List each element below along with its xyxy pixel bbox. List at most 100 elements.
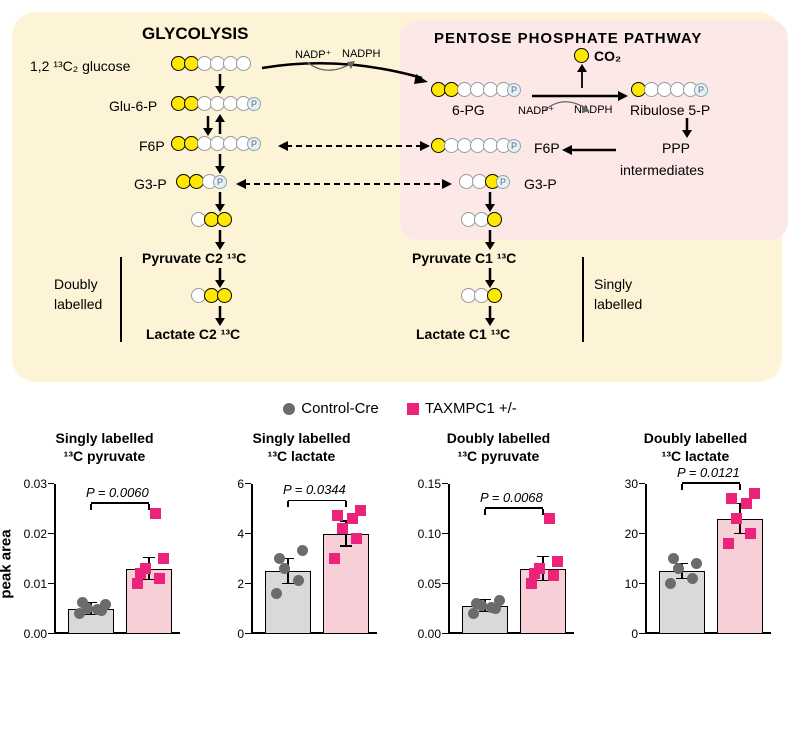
f6p-label-l: F6P (139, 138, 165, 154)
g3p-label-l: G3-P (134, 176, 167, 192)
arrow-down-icon (210, 74, 230, 94)
data-point (274, 553, 285, 564)
data-point (665, 578, 676, 589)
p-value: P = 0.0068 (480, 490, 543, 505)
ytick-label: 4 (237, 527, 244, 541)
arrow-down-2-icon (210, 154, 230, 174)
nadp-arc-1-icon (302, 60, 362, 78)
ppp-int2-label: intermediates (620, 162, 704, 178)
p-value: P = 0.0060 (86, 485, 149, 500)
ytick-label: 0.00 (418, 627, 441, 641)
data-point (158, 553, 169, 564)
data-point (687, 573, 698, 584)
data-point (332, 510, 343, 521)
ytick-label: 6 (237, 477, 244, 491)
doubly-label: Doubly (54, 276, 98, 292)
co2-label: CO₂ (594, 48, 621, 64)
chart-plot: 0.000.010.020.03peak areaP = 0.0060 (12, 469, 197, 659)
g3p-mol-l: P (177, 174, 227, 189)
g3p-mol-r: P (460, 174, 510, 189)
data-point (150, 508, 161, 519)
legend-control: Control-Cre (283, 400, 379, 417)
co2-arrow-icon (572, 62, 592, 90)
pyr-c1-mol (462, 288, 501, 303)
ytick-label: 0.00 (24, 627, 47, 641)
f6p-mol-l: P (172, 136, 261, 151)
data-point (544, 513, 555, 524)
chart-title: Singly labelled¹³C lactate (209, 429, 394, 469)
data-point (351, 533, 362, 544)
glu6p-label: Glu-6-P (109, 98, 157, 114)
data-point (279, 563, 290, 574)
pyruvate-c2-label: Pyruvate C2 ¹³C (142, 250, 246, 266)
ytick-label: 0.01 (24, 577, 47, 591)
dashed-f6p-icon (276, 138, 432, 154)
g3p-label-r: G3-P (524, 176, 557, 192)
arrow-down-4-icon (210, 230, 230, 250)
co2-mol (575, 48, 588, 63)
arrow-down-6-icon (210, 306, 230, 326)
data-point (347, 513, 358, 524)
data-point (668, 553, 679, 564)
data-point (741, 498, 752, 509)
ytick-label: 0.15 (418, 477, 441, 491)
6pg-mol: P (432, 82, 521, 97)
legend-tax-label: TAXMPC1 +/- (425, 400, 517, 417)
singly-label: Singly (594, 276, 632, 292)
ytick-label: 0.02 (24, 527, 47, 541)
chart-2: Doubly labelled¹³C pyruvate0.000.050.100… (406, 429, 591, 659)
data-point (731, 513, 742, 524)
chart-title: Doubly labelled¹³C pyruvate (406, 429, 591, 469)
bar-tax (323, 534, 369, 634)
data-point (529, 568, 540, 579)
ytick-label: 0.03 (24, 477, 47, 491)
data-point (552, 556, 563, 567)
ytick-label: 30 (625, 477, 638, 491)
ytick-label: 2 (237, 577, 244, 591)
ytick-label: 20 (625, 527, 638, 541)
data-point (486, 602, 497, 613)
chart-3: Doubly labelled¹³C lactate0102030P = 0.0… (603, 429, 788, 659)
charts-row: Singly labelled¹³C pyruvate0.000.010.020… (12, 429, 788, 659)
arrow-down-5-icon (210, 268, 230, 288)
glucose-label: 1,2 ¹³C₂ glucose (30, 58, 130, 74)
data-point (691, 558, 702, 569)
pathway-diagram: GLYCOLYSIS PENTOSE PHOSPHATE PATHWAY 1,2… (12, 12, 788, 382)
y-axis-label: peak area (0, 529, 15, 598)
glucose-mol (172, 56, 250, 71)
data-point (548, 570, 559, 581)
p-value: P = 0.0344 (283, 482, 346, 497)
6pg-label: 6-PG (452, 102, 485, 118)
chart-0: Singly labelled¹³C pyruvate0.000.010.020… (12, 429, 197, 659)
arrow-left-1-icon (560, 142, 618, 158)
vbar-singly (582, 257, 584, 342)
arrow-down-r1-icon (480, 192, 500, 212)
data-point (329, 553, 340, 564)
data-point (135, 568, 146, 579)
chart-plot: 0246P = 0.0344 (209, 469, 394, 659)
f6p-label-r: F6P (534, 140, 560, 156)
c3-mol-r (462, 212, 501, 227)
data-point (723, 538, 734, 549)
data-point (526, 578, 537, 589)
vbar-doubly (120, 257, 122, 342)
data-point (726, 493, 737, 504)
data-point (132, 578, 143, 589)
labelled-label-2: labelled (594, 296, 642, 312)
arrow-down-ppp-icon (677, 118, 697, 140)
pyruvate-c1-label: Pyruvate C1 ¹³C (412, 250, 516, 266)
data-point (297, 545, 308, 556)
ppp-int-label: PPP (662, 140, 690, 156)
arrow-down-r2-icon (480, 230, 500, 250)
data-point (77, 597, 88, 608)
data-point (293, 575, 304, 586)
arrow-down-3-icon (210, 192, 230, 212)
legend-tax: TAXMPC1 +/- (407, 400, 517, 417)
lactate-c2-label: Lactate C2 ¹³C (146, 326, 240, 342)
square-icon (407, 403, 419, 415)
data-point (673, 563, 684, 574)
dashed-g3p-icon (234, 176, 454, 192)
chart-plot: 0102030P = 0.0121 (603, 469, 788, 659)
c3-mol (192, 212, 231, 227)
legend-control-label: Control-Cre (301, 400, 379, 417)
